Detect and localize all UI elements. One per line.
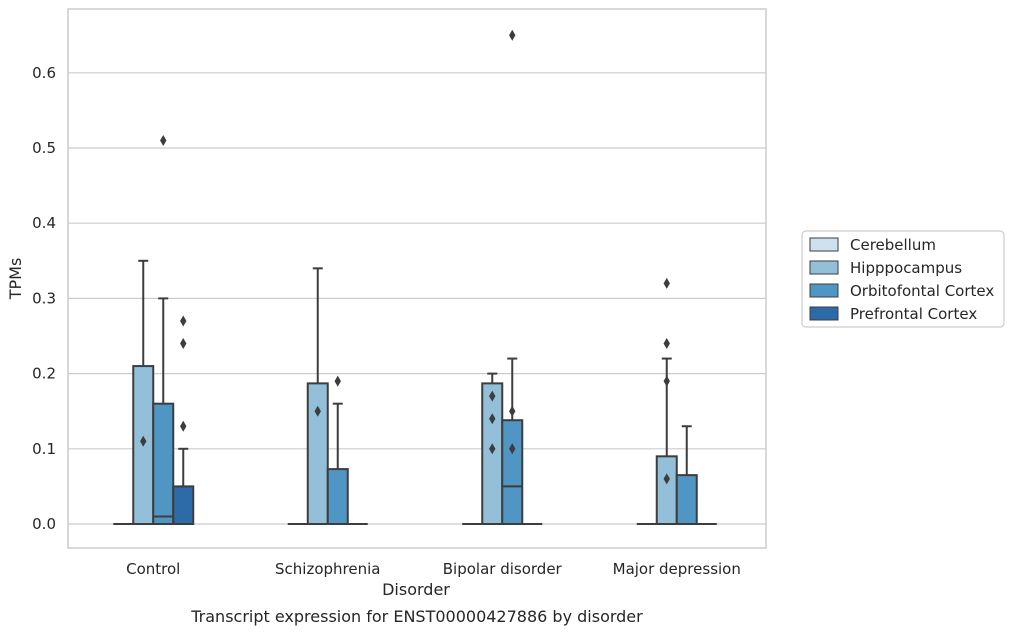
legend-swatch (809, 283, 839, 298)
outlier-point (663, 473, 670, 485)
outlier-point (489, 443, 496, 455)
y-axis-label: TPMs (6, 258, 25, 301)
box-plot-series (113, 29, 717, 526)
box-body (152, 402, 175, 525)
legend-label: Prefrontal Cortex (850, 305, 977, 323)
x-tick-label: Major depression (613, 560, 741, 578)
box-hipppocampus (481, 372, 504, 525)
legend-box (801, 230, 1005, 328)
x-axis-label: Disorder (382, 580, 450, 599)
legend-label: Orbitofontal Cortex (850, 282, 994, 300)
box-hipppocampus (132, 259, 155, 525)
y-tick-label: 0.0 (32, 515, 56, 533)
outlier-point (160, 134, 167, 146)
x-tick-label: Control (126, 560, 180, 578)
outlier-point (334, 375, 341, 387)
box-hipppocampus (306, 267, 329, 525)
outlier-point (140, 435, 147, 447)
legend-swatch (809, 260, 839, 275)
box-hipppocampus (655, 277, 678, 526)
outlier-point (180, 420, 187, 432)
outlier-point (489, 413, 496, 425)
outlier-point (663, 277, 670, 289)
box-body (172, 485, 195, 525)
outlier-point (663, 338, 670, 350)
box-body (675, 474, 698, 525)
outlier-point (314, 405, 321, 417)
legend-label: Cerebellum (850, 236, 936, 254)
legend-swatch (809, 306, 839, 321)
box-body (655, 455, 678, 526)
x-tick-label: Schizophrenia (275, 560, 380, 578)
legend-swatch (809, 237, 839, 252)
y-tick-label: 0.2 (32, 365, 56, 383)
y-tick-label: 0.1 (32, 440, 56, 458)
chart-caption: Transcript expression for ENST0000042788… (190, 607, 643, 626)
y-tick-label: 0.6 (32, 64, 56, 82)
box-body (501, 419, 524, 525)
box-body (326, 468, 349, 526)
x-axis-ticks: Control Schizophrenia Bipolar disorder Majo… (126, 560, 741, 578)
legend-label: Hipppocampus (850, 259, 962, 277)
y-axis-ticks: 0.0 0.1 0.2 0.3 0.4 0.5 0.6 (32, 64, 56, 533)
y-tick-label: 0.4 (32, 214, 56, 232)
box-orbitofontal-cortex (675, 425, 698, 525)
box-orbitofontal-cortex (501, 29, 524, 525)
y-tick-label: 0.5 (32, 139, 56, 157)
outlier-point (180, 315, 187, 327)
plot-frame (67, 8, 767, 549)
box-orbitofontal-cortex (152, 134, 175, 525)
outlier-point (180, 338, 187, 350)
box-orbitofontal-cortex (326, 375, 349, 526)
outlier-point (509, 29, 516, 41)
y-tick-label: 0.3 (32, 289, 56, 307)
box-body (306, 382, 329, 525)
box-prefrontal-cortex (172, 315, 195, 525)
legend: Cerebellum Hipppocampus Orbitofontal Corte… (801, 230, 1005, 328)
outlier-point (663, 375, 670, 387)
outlier-point (509, 443, 516, 455)
outlier-point (489, 390, 496, 402)
x-tick-label: Bipolar disorder (443, 560, 563, 578)
outlier-point (509, 405, 516, 417)
